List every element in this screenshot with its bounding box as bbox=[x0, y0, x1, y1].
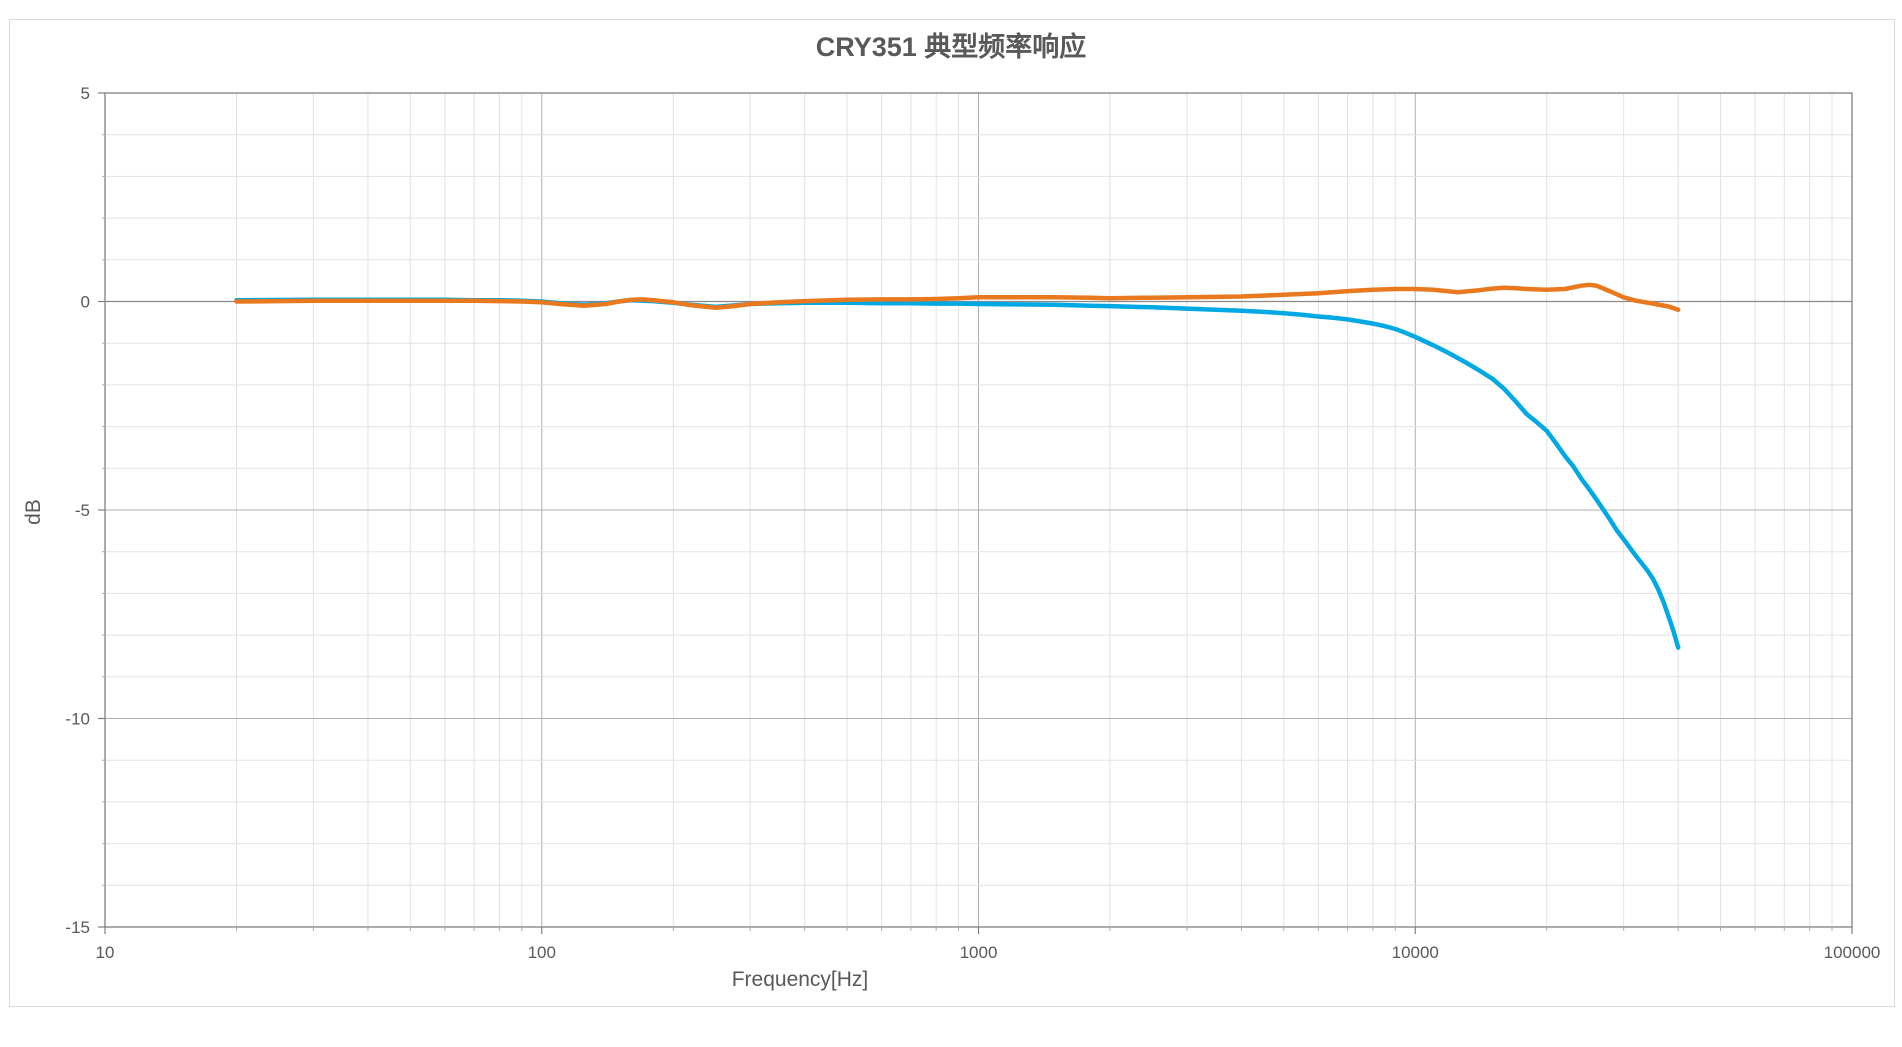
x-tick-label: 10000 bbox=[1392, 943, 1439, 962]
x-tick-label: 100 bbox=[528, 943, 556, 962]
series-line-orange bbox=[234, 282, 1681, 313]
x-tick-label: 100000 bbox=[1824, 943, 1881, 962]
y-tick-label: 0 bbox=[81, 293, 90, 312]
x-axis-title: Frequency[Hz] bbox=[732, 968, 869, 991]
figure-border bbox=[9, 19, 1895, 1007]
x-tick-label: 1000 bbox=[960, 943, 998, 962]
grid-layer bbox=[104, 92, 1853, 928]
chart-title: CRY351 典型频率响应 bbox=[816, 31, 1087, 62]
series-layer bbox=[234, 282, 1681, 650]
x-tick-label: 10 bbox=[96, 943, 115, 962]
tick-layer bbox=[98, 92, 1853, 934]
y-tick-label: 5 bbox=[81, 84, 90, 103]
y-tick-label: -10 bbox=[65, 710, 90, 729]
y-axis-title: dB bbox=[22, 499, 45, 525]
y-tick-label: -15 bbox=[65, 918, 90, 937]
y-tick-label: -5 bbox=[75, 501, 90, 520]
tick-label-layer: 10 100 1000 10000 100000 5 0 -5 -10 -15 bbox=[65, 84, 1880, 962]
